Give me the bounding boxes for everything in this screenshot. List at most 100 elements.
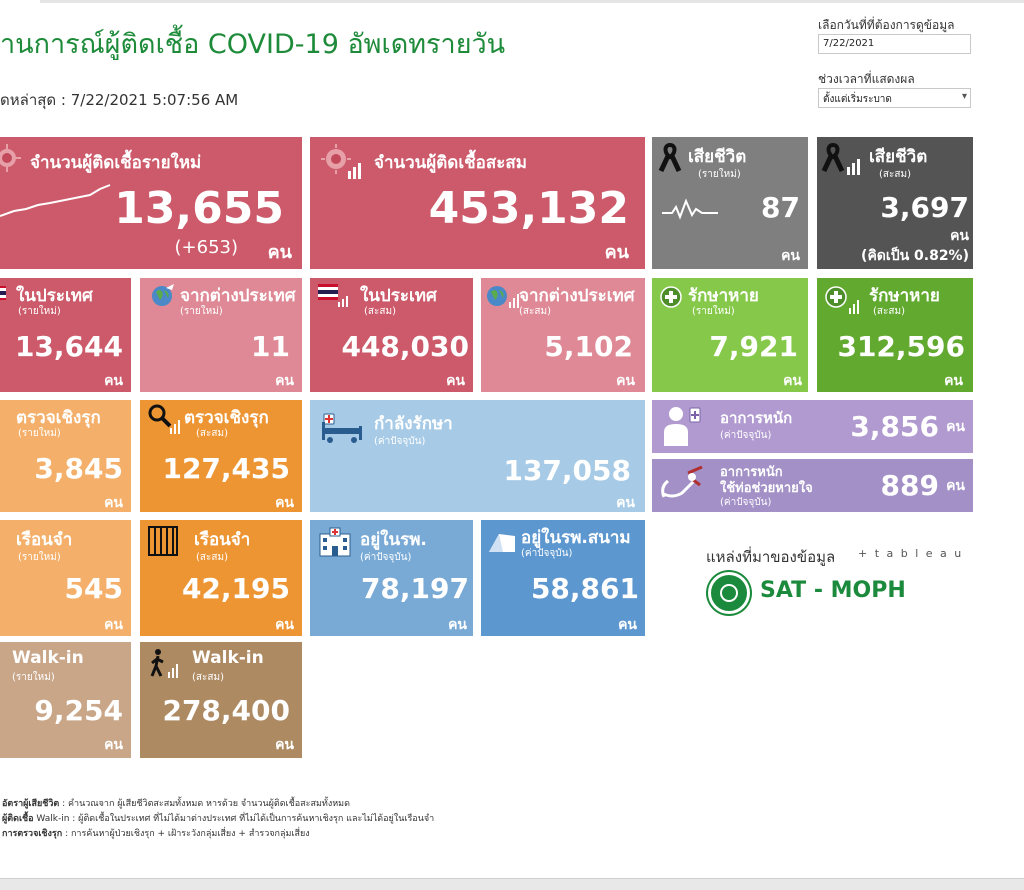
tile-title: เรือนจำ — [16, 530, 73, 550]
tile-field-hospital: อยู่ในรพ.สนาม (ค่าปัจจุบัน) 58,861 คน — [481, 520, 645, 636]
tile-total-cases: จำนวนผู้ติดเชื้อสะสม 453,132 คน — [310, 137, 645, 269]
tile-deaths-new: เสียชีวิต (รายใหม่) 87 คน — [652, 137, 808, 269]
tile-title: จากต่างประเทศ — [180, 286, 296, 306]
tile-value: 42,195 — [181, 572, 290, 605]
tile-subtitle: (สะสม) — [192, 672, 224, 683]
tile-unit: คน — [267, 242, 292, 263]
tile-value: 7,921 — [709, 330, 798, 363]
tile-title: เสียชีวิต — [688, 147, 747, 167]
tile-unit: คน — [446, 373, 465, 389]
tile-domestic-total: ในประเทศ (สะสม) 448,030 คน — [310, 278, 473, 392]
hospital-bed-icon — [320, 410, 366, 448]
black-ribbon-icon — [821, 142, 861, 181]
period-filter-label: ช่วงเวลาที่แสดงผล — [818, 72, 915, 86]
tile-value: 13,644 — [14, 330, 123, 363]
virus-icon — [320, 143, 362, 185]
tile-prison-total: เรือนจำ (สะสม) 42,195 คน — [140, 520, 302, 636]
tile-unit: คน — [448, 617, 467, 633]
thai-flag-icon — [0, 285, 6, 304]
tile-title: เรือนจำ — [194, 530, 251, 550]
tile-value: 312,596 — [837, 330, 965, 363]
date-filter-input[interactable]: 7/22/2021 — [818, 34, 971, 54]
tile-prison-new: เรือนจำ (รายใหม่) 545 คน — [0, 520, 131, 636]
black-ribbon-icon — [658, 142, 682, 177]
tile-title: Walk-in — [12, 648, 84, 668]
tile-value: 58,861 — [530, 572, 639, 605]
tile-title: กำลังรักษา — [374, 414, 453, 434]
tile-unit: คน — [104, 373, 123, 389]
tile-recovered-total: รักษาหาย (สะสม) 312,596 คน — [817, 278, 973, 392]
tile-delta: (+653) — [174, 237, 238, 258]
tile-unit: คน — [275, 373, 294, 389]
walking-person-icon — [148, 648, 180, 684]
tile-subtitle: (รายใหม่) — [18, 306, 61, 317]
tile-subtitle: (ค่าปัจจุบัน) — [374, 436, 426, 447]
tile-new-cases: จำนวนผู้ติดเชื้อรายใหม่ 13,655 (+653) คน — [0, 137, 302, 269]
tile-unit: คน — [104, 495, 123, 511]
date-filter-label: เลือกวันที่ที่ต้องการดูข้อมูล — [818, 18, 955, 32]
tile-unit: คน — [616, 373, 635, 389]
tile-title: จำนวนผู้ติดเชื้อสะสม — [374, 153, 527, 173]
tile-recovered-new: รักษาหาย (รายใหม่) 7,921 คน — [652, 278, 808, 392]
period-filter-value: ตั้งแต่เริ่มระบาด — [823, 94, 892, 105]
doctor-icon — [662, 404, 702, 452]
tile-abroad-total: จากต่างประเทศ (สะสม) 5,102 คน — [481, 278, 645, 392]
tableau-logo: + t a b l e a u — [858, 547, 964, 560]
tile-value: 448,030 — [341, 330, 469, 363]
horizontal-scrollbar[interactable] — [0, 878, 1024, 890]
tile-unit: คน — [275, 737, 294, 753]
tile-treating: กำลังรักษา (ค่าปัจจุบัน) 137,058 คน — [310, 400, 645, 512]
heartbeat-icon — [662, 197, 718, 225]
tile-subtitle: (สะสม) — [364, 306, 396, 317]
tile-value: 278,400 — [162, 694, 290, 727]
tile-title: อยู่ในรพ.สนาม — [521, 528, 631, 548]
tile-walkin-new: Walk-in (รายใหม่) 9,254 คน — [0, 642, 131, 758]
note-death-rate: อัตราผู้เสียชีวิต : คำนวณจาก ผู้เสียชีวิ… — [2, 799, 350, 809]
tile-subtitle: (สะสม) — [196, 552, 228, 563]
tile-subtitle: (ค่าปัจจุบัน) — [720, 430, 772, 441]
tile-title: จากต่างประเทศ — [519, 286, 635, 306]
tile-unit: คน — [946, 478, 965, 494]
tile-value: 127,435 — [162, 452, 290, 485]
tile-unit: คน — [950, 228, 969, 244]
tile-subtitle: (รายใหม่) — [698, 169, 741, 180]
medical-plus-icon — [825, 286, 861, 320]
period-filter-dropdown[interactable]: ตั้งแต่เริ่มระบาด ▾ — [818, 88, 971, 108]
tile-value: 9,254 — [34, 694, 123, 727]
note-walkin: ผู้ติดเชื้อ Walk-in : ผู้ติดเชื้อในประเท… — [2, 814, 435, 824]
tile-title: รักษาหาย — [869, 286, 940, 306]
source-org: SAT - MOPH — [760, 578, 906, 603]
tile-unit: คน — [781, 248, 800, 264]
last-updated: ดหล่าสุด : 7/22/2021 5:07:56 AM — [0, 91, 239, 109]
tile-unit: คน — [618, 617, 637, 633]
tile-subtitle: (รายใหม่) — [180, 306, 223, 317]
note-active-test: การตรวจเชิงรุก : การค้นหาผู้ป่วยเชิงรุก … — [2, 829, 310, 839]
tile-subtitle: (ค่าปัจจุบัน) — [360, 552, 412, 563]
tile-value: 453,132 — [428, 183, 629, 234]
thai-flag-icon — [318, 284, 348, 312]
tile-unit: คน — [946, 419, 965, 435]
tile-value: 5,102 — [544, 330, 633, 363]
tile-active-test-new: ตรวจเชิงรุก (รายใหม่) 3,845 คน — [0, 400, 131, 512]
tile-title-line2: ใช้ท่อช่วยหายใจ — [720, 481, 813, 496]
tile-subtitle: (สะสม) — [873, 306, 905, 317]
tile-unit: คน — [616, 495, 635, 511]
tile-value: 87 — [761, 191, 800, 224]
window-top-bar — [40, 0, 1024, 3]
tile-death-rate: (คิดเป็น 0.82%) — [861, 248, 969, 264]
tile-abroad-new: จากต่างประเทศ (รายใหม่) 11 คน — [140, 278, 302, 392]
tile-unit: คน — [944, 373, 963, 389]
tile-value: 3,845 — [34, 452, 123, 485]
tile-severe: อาการหนัก (ค่าปัจจุบัน) 3,856 คน — [652, 400, 973, 453]
medical-plus-icon — [660, 286, 682, 312]
virus-icon — [0, 143, 22, 177]
tile-title: ตรวจเชิงรุก — [16, 408, 101, 428]
tile-title: จำนวนผู้ติดเชื้อรายใหม่ — [30, 153, 202, 173]
tile-subtitle: (สะสม) — [196, 428, 228, 439]
tile-deaths-total: เสียชีวิต (สะสม) 3,697 คน (คิดเป็น 0.82%… — [817, 137, 973, 269]
tile-unit: คน — [275, 495, 294, 511]
source-label: แหล่งที่มาของข้อมูล — [706, 548, 836, 566]
tile-title: รักษาหาย — [688, 286, 759, 306]
tile-unit: คน — [104, 617, 123, 633]
tile-active-test-total: ตรวจเชิงรุก (สะสม) 127,435 คน — [140, 400, 302, 512]
